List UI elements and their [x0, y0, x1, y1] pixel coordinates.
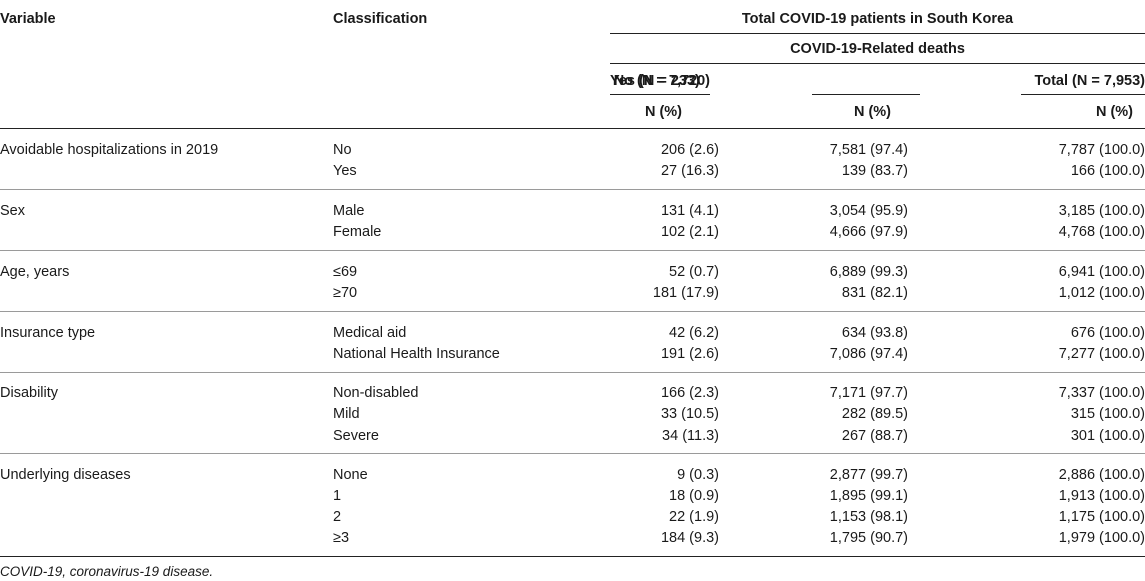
cell-no: 1,153 (98.1) — [829, 509, 908, 525]
cell-yes: 27 (16.3) — [660, 163, 719, 179]
row-class: 2 — [333, 509, 342, 525]
header-total-title: Total COVID-19 patients in South Korea — [741, 11, 1014, 27]
cell-no: 634 (93.8) — [841, 325, 908, 341]
row-class: National Health Insurance — [333, 346, 500, 362]
row-class: Mild — [333, 406, 360, 422]
cell-yes: 206 (2.6) — [660, 142, 719, 158]
cell-no: 831 (82.1) — [841, 285, 908, 301]
col-yes-sub: N (%) — [644, 104, 682, 120]
row-class: Non-disabled — [333, 385, 419, 401]
col-yes-underline — [610, 94, 710, 95]
table-bottom-rule — [0, 556, 1145, 557]
group-variable: Sex — [0, 203, 25, 219]
row-class: ≥70 — [333, 285, 358, 301]
cell-yes: 131 (4.1) — [660, 203, 719, 219]
cell-yes: 34 (11.3) — [662, 428, 719, 444]
header-rule-1 — [610, 33, 1145, 34]
group-variable: Insurance type — [0, 325, 96, 341]
row-class: ≥3 — [333, 530, 350, 546]
cell-total: 315 (100.0) — [1070, 406, 1145, 422]
cell-total: 7,787 (100.0) — [1058, 142, 1145, 158]
cell-total: 301 (100.0) — [1070, 428, 1145, 444]
cell-yes: 18 (0.9) — [669, 488, 719, 504]
cell-total: 1,175 (100.0) — [1058, 509, 1145, 525]
cell-no: 3,054 (95.9) — [829, 203, 908, 219]
header-deaths-title: COVID-19-Related deaths — [790, 41, 965, 57]
group-variable: Underlying diseases — [0, 467, 131, 483]
cell-total: 1,012 (100.0) — [1058, 285, 1145, 301]
header-bottom-rule — [0, 128, 1145, 129]
col-no-sub: N (%) — [853, 104, 891, 120]
cell-yes: 9 (0.3) — [677, 467, 719, 483]
cell-no: 267 (88.7) — [841, 428, 908, 444]
row-class: Male — [333, 203, 365, 219]
cell-no: 7,581 (97.4) — [829, 142, 908, 158]
group-divider — [0, 250, 1145, 251]
cell-total: 1,913 (100.0) — [1058, 488, 1145, 504]
cell-no: 7,086 (97.4) — [829, 346, 908, 362]
cell-total: 1,979 (100.0) — [1058, 530, 1145, 546]
header-classification: Classification — [333, 11, 428, 27]
col-total-underline — [1021, 94, 1145, 95]
cell-no: 139 (83.7) — [841, 163, 908, 179]
cell-total: 6,941 (100.0) — [1058, 264, 1145, 280]
cell-yes: 33 (10.5) — [660, 406, 719, 422]
cell-yes: 181 (17.9) — [652, 285, 719, 301]
cell-total: 2,886 (100.0) — [1058, 467, 1145, 483]
cell-no: 6,889 (99.3) — [829, 264, 908, 280]
header-variable: Variable — [0, 11, 56, 27]
cell-yes: 42 (6.2) — [669, 325, 719, 341]
row-class: Severe — [333, 428, 379, 444]
col-total-label: Total (N = 7,953) — [1034, 73, 1145, 89]
cell-total: 4,768 (100.0) — [1058, 224, 1145, 240]
cell-yes: 52 (0.7) — [669, 264, 719, 280]
group-divider — [0, 372, 1145, 373]
cell-yes: 22 (1.9) — [669, 509, 719, 525]
row-class: ≤69 — [333, 264, 358, 280]
cell-no: 2,877 (99.7) — [829, 467, 908, 483]
group-divider — [0, 189, 1145, 190]
row-class: Female — [333, 224, 382, 240]
cell-yes: 166 (2.3) — [660, 385, 719, 401]
cell-total: 3,185 (100.0) — [1058, 203, 1145, 219]
group-divider — [0, 311, 1145, 312]
group-variable: Avoidable hospitalizations in 2019 — [0, 142, 219, 158]
row-class: No — [333, 142, 352, 158]
cell-no: 7,171 (97.7) — [829, 385, 908, 401]
group-variable: Disability — [0, 385, 59, 401]
cell-yes: 102 (2.1) — [660, 224, 719, 240]
cell-total: 166 (100.0) — [1070, 163, 1145, 179]
cell-total: 676 (100.0) — [1070, 325, 1145, 341]
col-no-underline — [812, 94, 920, 95]
cell-no: 282 (89.5) — [841, 406, 908, 422]
row-class: Yes — [333, 163, 357, 179]
col-yes-label: Yes (N = 233) — [610, 73, 700, 89]
cell-no: 4,666 (97.9) — [829, 224, 908, 240]
cell-no: 1,895 (99.1) — [829, 488, 908, 504]
group-variable: Age, years — [0, 264, 70, 280]
col-total-sub: N (%) — [1095, 104, 1133, 120]
row-class: 1 — [333, 488, 342, 504]
row-class: Medical aid — [333, 325, 407, 341]
cell-no: 1,795 (90.7) — [829, 530, 908, 546]
table-footnote: COVID-19, coronavirus-19 disease. — [0, 564, 214, 579]
cell-total: 7,277 (100.0) — [1058, 346, 1145, 362]
cell-yes: 191 (2.6) — [660, 346, 719, 362]
cell-total: 7,337 (100.0) — [1058, 385, 1145, 401]
cell-yes: 184 (9.3) — [660, 530, 719, 546]
header-rule-2 — [610, 63, 1145, 64]
row-class: None — [333, 467, 368, 483]
group-divider — [0, 453, 1145, 454]
col-no-label: No (N = 7,720) — [613, 73, 710, 89]
